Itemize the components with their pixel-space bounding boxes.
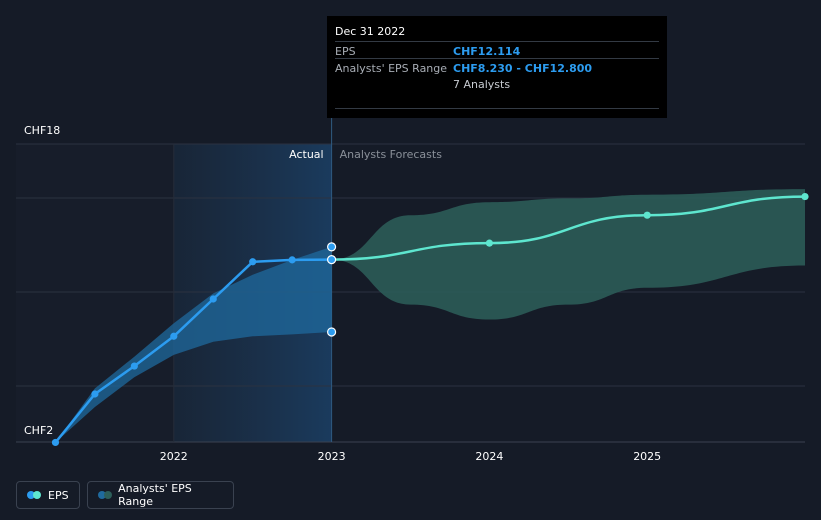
range-legend-icon — [98, 491, 112, 499]
eps-forecast-point — [643, 211, 651, 219]
range-high-point — [327, 242, 337, 252]
eps-actual-line — [54, 258, 333, 444]
tooltip-range-value: CHF8.230 - CHF12.800 — [453, 62, 593, 75]
x-tick-label: 2022 — [160, 450, 188, 463]
x-tick-label: 2025 — [633, 450, 661, 463]
eps-highlight-point — [327, 255, 337, 265]
eps-legend-icon — [27, 491, 41, 499]
eps-actual-point — [170, 332, 178, 340]
tooltip-analysts: 7 Analysts — [453, 78, 511, 91]
eps-actual-point — [288, 256, 296, 264]
range-bands — [55, 189, 805, 443]
y-tick-label-top: CHF18 — [24, 124, 60, 137]
actual-label: Actual — [289, 148, 323, 161]
range-low-point — [327, 327, 337, 337]
eps-actual-point — [249, 258, 257, 266]
tooltip-eps-row: EPS CHF12.114 — [335, 41, 659, 59]
tooltip-range-row: Analysts' EPS Range CHF8.230 - CHF12.800 — [335, 58, 659, 76]
forecast-range-band — [331, 189, 805, 320]
eps-lines — [54, 195, 807, 444]
eps-actual-point — [130, 362, 138, 370]
eps-forecast-point — [801, 192, 809, 201]
eps-actual-point — [91, 390, 99, 398]
eps-forecast-line — [330, 195, 807, 261]
tooltip-eps-value: CHF12.114 — [453, 45, 521, 58]
eps-actual-point — [209, 295, 217, 303]
legend-eps[interactable]: EPS — [16, 481, 80, 509]
tooltip: Dec 31 2022 EPS CHF12.114 Analysts' EPS … — [327, 16, 667, 118]
actual-range-band — [55, 246, 332, 443]
x-tick-label: 2023 — [318, 450, 346, 463]
tooltip-range-label: Analysts' EPS Range — [335, 62, 448, 75]
tooltip-eps-label: EPS — [335, 45, 356, 58]
x-tick-label: 2024 — [475, 450, 503, 463]
tooltip-divider — [335, 108, 659, 109]
eps-forecast-point — [485, 239, 493, 247]
eps-actual-point — [51, 438, 60, 447]
legend-eps-label: EPS — [48, 488, 69, 502]
axis-labels: CHF18 CHF2 2022 2023 2024 2025 Actual Analysts … — [24, 124, 661, 463]
legend-range[interactable]: Analysts' EPS Range — [87, 481, 234, 509]
forecast-label: Analysts Forecasts — [340, 148, 443, 161]
eps-points — [51, 192, 809, 447]
tooltip-date: Dec 31 2022 — [335, 25, 406, 38]
y-tick-label-bottom: CHF2 — [24, 424, 53, 437]
legend-range-label: Analysts' EPS Range — [118, 482, 192, 508]
tooltip-analysts-row: 7 Analysts — [335, 75, 659, 92]
